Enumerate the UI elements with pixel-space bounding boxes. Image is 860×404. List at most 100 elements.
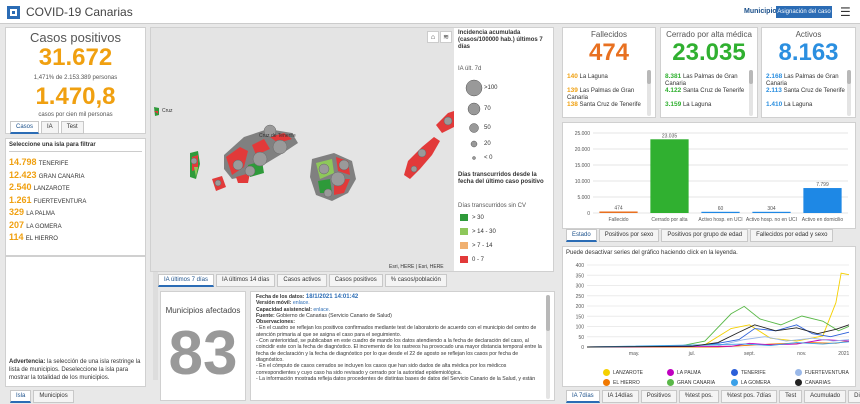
y-tick-label: 150 <box>576 314 585 320</box>
fallecidos-item[interactable]: 140 La Laguna <box>567 73 608 80</box>
cerrado-item[interactable]: 8.381 Las Palmas de Gran Canaria <box>665 73 738 87</box>
info-line: Fuente: Gobierno de Canarias (Servicio C… <box>256 312 392 319</box>
activos-scrollbar[interactable] <box>847 70 851 84</box>
tab-positivos[interactable]: Positivos <box>640 390 677 403</box>
legend-item[interactable]: LA PALMA <box>667 369 701 376</box>
map-legend: Incidencia acumulada (casos/100000 hab.)… <box>454 28 553 271</box>
x-tick-label: may. <box>629 351 639 357</box>
info-line: Versión móvil: enlace. <box>256 300 310 307</box>
tab-estado[interactable]: Estado <box>566 229 597 242</box>
tab-casos-positivos[interactable]: Casos positivos <box>328 274 383 287</box>
map-panel[interactable]: Cruz de Tenerife Cruz ⌂ ≋ Esri, HERE | E… <box>150 27 554 272</box>
island-row[interactable]: 12.423 GRAN CANARIA <box>9 169 85 180</box>
tab-ia[interactable]: IA <box>41 121 59 134</box>
island-row[interactable]: 1.261 FUERTEVENTURA <box>9 194 87 205</box>
series-line <box>586 305 850 348</box>
tab-pct-poblacion[interactable]: % casos/población <box>384 274 447 287</box>
tab-isla[interactable]: Isla <box>10 390 32 403</box>
tab-test-pos[interactable]: %test pos. <box>678 390 719 403</box>
y-tick-label: 20.000 <box>575 147 591 153</box>
island-row[interactable]: 114 EL HIERRO <box>9 232 58 242</box>
legend-label: TENERIFE <box>741 369 766 376</box>
legend-size-1: 70 <box>484 106 491 112</box>
fallecidos-item[interactable]: 138 Santa Cruz de Tenerife <box>567 101 641 108</box>
tab-fallecidos-edad[interactable]: Fallecidos por edad y sexo <box>750 229 834 242</box>
fallecidos-item[interactable]: 139 Las Palmas de Gran Canaria <box>567 87 635 101</box>
tab-test-pos-7[interactable]: %test pos. 7días <box>720 390 778 403</box>
cerrado-scrollbar[interactable] <box>749 70 753 84</box>
municipios-value: 83 <box>168 319 238 388</box>
island-row[interactable]: 329 LA PALMA <box>9 207 55 217</box>
bar[interactable] <box>650 139 689 213</box>
category-label: Activo hosp. no en UCI <box>746 217 797 223</box>
y-tick-label: 50 <box>578 335 584 341</box>
casos-total: 31.672 <box>38 44 113 71</box>
legend-range-label: > 14 - 30 <box>472 228 496 235</box>
activos-panel: Activos 8.163 2.168 Las Palmas de Gran C… <box>761 27 856 118</box>
tab-ia-7dias[interactable]: IA 7días <box>566 390 600 403</box>
tab-ia-14dias[interactable]: IA 14días <box>601 390 639 403</box>
y-tick-label: 350 <box>576 273 585 279</box>
cerrado-item[interactable]: 3.159 La Laguna <box>665 101 712 108</box>
tab-test[interactable]: Test <box>60 121 84 134</box>
tab-casos[interactable]: Casos <box>10 121 40 134</box>
legend-item[interactable]: LANZAROTE <box>603 369 643 376</box>
bar[interactable] <box>752 211 791 213</box>
tab-test[interactable]: Test <box>779 390 803 403</box>
legend-dot <box>603 369 610 376</box>
menu-icon[interactable]: ☰ <box>840 5 851 19</box>
y-tick-label: 0 <box>587 211 590 217</box>
info-scrollbar[interactable] <box>546 295 550 331</box>
legend-swatch <box>460 214 468 221</box>
casos-panel: Casos positivos 31.672 1,471% de 2.153.3… <box>5 27 146 134</box>
fallecidos-scrollbar[interactable] <box>647 70 651 84</box>
y-tick-label: 10.000 <box>575 179 591 185</box>
home-icon[interactable]: ⌂ <box>427 31 439 43</box>
tab-ia-14[interactable]: IA últimos 14 días <box>216 274 276 287</box>
island-row[interactable]: 2.540 LANZAROTE <box>9 182 70 192</box>
legend-item[interactable]: LA GOMERA <box>731 379 770 386</box>
tab-positivos-sexo[interactable]: Positivos por sexo <box>598 229 660 242</box>
activos-item[interactable]: 1.410 La Laguna <box>766 101 813 108</box>
canary-islands-map[interactable] <box>152 29 454 272</box>
legend-item[interactable]: CANARIAS <box>795 379 831 386</box>
activos-item[interactable]: 2.113 Santa Cruz de Tenerife <box>766 87 845 94</box>
cerrado-item[interactable]: 4.122 Santa Cruz de Tenerife <box>665 87 745 94</box>
legend-item[interactable]: FUERTEVENTURA <box>795 369 849 376</box>
layers-icon[interactable]: ≋ <box>440 31 452 43</box>
legend-label: LANZAROTE <box>613 369 644 376</box>
assign-button[interactable]: Asignación del caso <box>776 6 832 18</box>
legend-item[interactable]: TENERIFE <box>731 369 766 376</box>
tab-acumulado[interactable]: Acumulado <box>804 390 847 403</box>
legend-label: FUERTEVENTURA <box>805 369 849 376</box>
fallecidos-value: 474 <box>588 39 630 66</box>
y-tick-label: 25.000 <box>575 131 591 137</box>
bar[interactable] <box>803 188 842 213</box>
tab-diario[interactable]: Diario <box>848 390 860 403</box>
legend-bubbles <box>465 79 483 160</box>
legend-item[interactable]: GRAN CANARIA <box>667 379 715 386</box>
legend2-title: Días transcurridos desde la fecha del úl… <box>458 172 544 185</box>
tab-municipios[interactable]: Municipios <box>33 390 74 403</box>
tab-casos-activos[interactable]: Casos activos <box>277 274 327 287</box>
y-tick-label: 0 <box>581 345 584 351</box>
activos-value: 8.163 <box>778 39 839 66</box>
legend-item[interactable]: EL HIERRO <box>603 379 640 386</box>
info-paragraph: - Con anterioridad, se publicaban en est… <box>256 338 542 363</box>
tab-ia-7[interactable]: IA últimos 7 días <box>158 274 215 287</box>
legend-dot <box>603 379 610 386</box>
tab-positivos-edad[interactable]: Positivos por grupo de edad <box>661 229 749 242</box>
x-tick-label: jul. <box>688 351 695 357</box>
bar[interactable] <box>701 211 740 213</box>
casos-rate: 1.470,8 <box>35 83 116 110</box>
activos-item[interactable]: 2.168 Las Palmas de Gran Canaria <box>766 73 839 87</box>
legend-dot <box>795 369 802 376</box>
bar[interactable] <box>599 211 638 213</box>
legend-range-row: > 14 - 30 <box>460 228 496 235</box>
info-paragraph: - La información mostrada refleja datos … <box>256 375 536 382</box>
island-row[interactable]: 14.798 TENERIFE <box>9 157 69 167</box>
category-label: Fallecido <box>608 217 628 223</box>
series-line <box>586 324 850 348</box>
island-row[interactable]: 207 LA GOMERA <box>9 219 62 230</box>
fallecidos-panel: Fallecidos 474 140 La Laguna 139 Las Palm… <box>562 27 656 118</box>
